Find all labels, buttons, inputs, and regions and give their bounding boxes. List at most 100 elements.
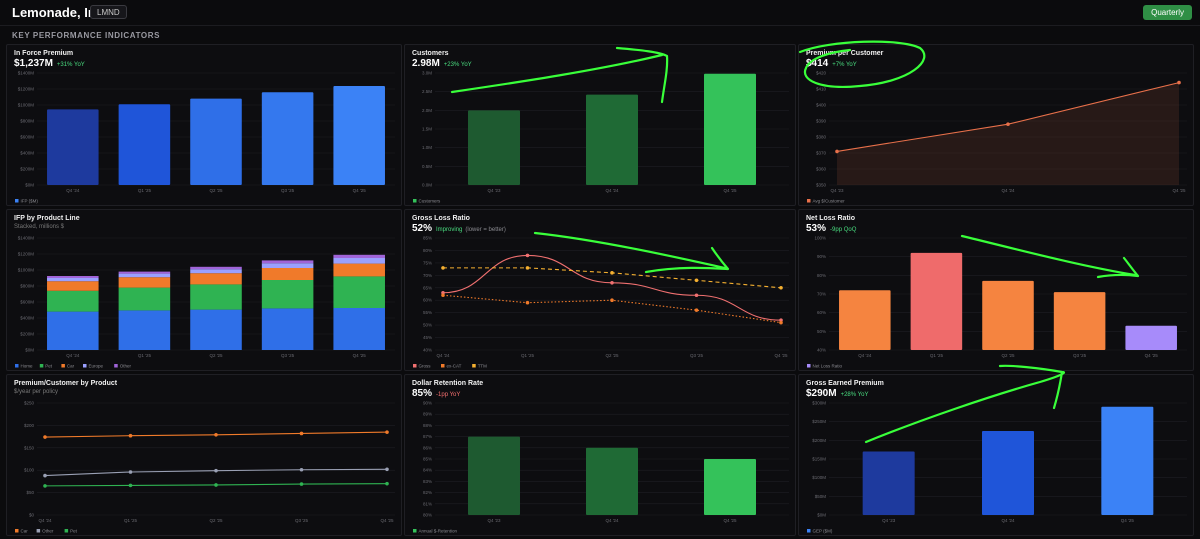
bar <box>982 431 1034 515</box>
y-tick-label: 0.0M <box>422 183 432 188</box>
bar <box>190 98 242 185</box>
stack-segment-car <box>118 277 171 288</box>
y-tick-label: 83% <box>423 479 432 484</box>
y-tick-label: 81% <box>423 501 432 506</box>
panel-dollar-retention-rate: Dollar Retention Rate 85% -1pp YoY 80% 81% 82… <box>404 374 796 536</box>
stack-segment-home <box>118 310 171 350</box>
kpi-value: 85% <box>412 388 433 399</box>
y-tick-label: $1200M <box>18 87 35 92</box>
x-tick-label: Q4 '25 <box>353 188 367 193</box>
y-tick-label: $600M <box>20 135 34 140</box>
bar <box>982 280 1034 350</box>
stack-segment-pet <box>333 276 385 308</box>
stack-segment-pet <box>118 287 171 311</box>
stack-segment-other <box>118 271 171 274</box>
y-tick-label: 75% <box>423 260 432 265</box>
x-tick-label: Q4 '25 <box>723 188 737 193</box>
panel-title: Gross Earned Premium <box>806 380 884 387</box>
y-tick-label: 40% <box>423 348 432 353</box>
y-tick-label: $1000M <box>18 268 35 273</box>
legend-label: Annual $-Retention <box>419 528 458 533</box>
x-tick-label: Q4 '25 <box>1145 353 1159 358</box>
legend-label: Europe <box>89 363 104 368</box>
chart-net-loss-ratio: 40% 50% 60% 70% 80% 90% 100% Q4 '24 Q1 '25 Q2 '25… <box>807 236 1187 368</box>
y-tick-label: 80% <box>423 248 432 253</box>
panel-subtitle: $/year per policy <box>14 389 59 395</box>
y-tick-label: $1000M <box>18 103 35 108</box>
data-point <box>441 290 445 295</box>
bar <box>586 447 638 515</box>
kpi-value: 53% <box>806 223 827 234</box>
y-tick-label: 60% <box>423 298 432 303</box>
legend-swatch <box>15 199 19 203</box>
data-point <box>299 467 304 472</box>
stack-segment-europe <box>333 258 385 264</box>
legend-label: GEP ($M) <box>813 528 833 533</box>
stack-segment-home <box>190 309 242 350</box>
legend-label: Customers <box>419 198 442 203</box>
y-tick-label: $300M <box>812 401 826 406</box>
y-tick-label: 70% <box>423 273 432 278</box>
stack-segment-europe <box>261 263 314 268</box>
bar <box>862 451 915 515</box>
x-tick-label: Q4 '23 <box>830 188 844 193</box>
bar <box>468 110 520 185</box>
stack-segment-other <box>47 276 99 278</box>
x-tick-label: Q4 '24 <box>858 353 872 358</box>
legend-swatch <box>36 529 41 533</box>
stack-segment-pet <box>261 280 314 309</box>
y-tick-label: $1400M <box>18 71 35 76</box>
y-tick-label: $380 <box>816 135 827 140</box>
panel-title: Dollar Retention Rate <box>412 380 484 387</box>
bar <box>333 86 385 185</box>
y-tick-label: $150M <box>812 457 826 462</box>
period-toggle-button[interactable]: Quarterly <box>1143 5 1192 20</box>
x-tick-label: Q4 '24 <box>38 518 52 523</box>
y-tick-label: $400M <box>20 151 34 156</box>
data-point <box>694 278 699 283</box>
x-tick-label: Q4 '25 <box>353 353 367 358</box>
y-tick-label: 70% <box>817 292 826 297</box>
x-tick-label: Q2 '25 <box>209 353 223 358</box>
data-point <box>441 293 445 298</box>
chart-gross-loss-ratio: 40% 45% 50% 55% 60% 65% 70% 75% 80% 85% Q4 '24 Q1 '… <box>413 236 789 368</box>
y-tick-label: $0M <box>25 183 34 188</box>
x-tick-label: Q4 '23 <box>487 518 501 523</box>
y-tick-label: $800M <box>20 119 34 124</box>
y-tick-label: 65% <box>423 285 432 290</box>
y-tick-label: 45% <box>423 335 432 340</box>
data-point <box>779 285 783 290</box>
x-tick-label: Q4 '24 <box>1001 518 1015 523</box>
kpi-delta: +28% YoY <box>840 392 869 398</box>
panel-title: Net Loss Ratio <box>806 215 856 222</box>
y-tick-label: 100% <box>814 236 826 241</box>
legend-label: Other <box>120 363 132 368</box>
bar <box>839 290 891 350</box>
legend-swatch <box>807 529 811 533</box>
kpi-value-row: $1,237M +31% YoY <box>14 58 85 69</box>
x-tick-label: Q3 '25 <box>295 518 309 523</box>
legend-label: Home <box>21 363 34 368</box>
data-point <box>299 482 304 486</box>
bar <box>1101 406 1154 515</box>
y-tick-label: 86% <box>423 445 432 450</box>
y-tick-label: 0.5M <box>422 164 432 169</box>
chart-premium-per-customer-by-product: $0 $50 $100 $150 $200 $250 Q4 '24 Q1 '25 Q2 '25 Q… <box>15 401 395 533</box>
y-tick-label: 2.0M <box>422 108 432 113</box>
x-tick-label: Q4 '24 <box>605 518 619 523</box>
data-point <box>835 149 839 154</box>
stack-segment-europe <box>190 269 242 274</box>
x-tick-label: Q1 '25 <box>930 353 944 358</box>
y-tick-label: $400M <box>20 316 34 321</box>
y-tick-label: 60% <box>817 310 826 315</box>
x-tick-label: Q1 '25 <box>521 353 535 358</box>
data-point <box>128 483 133 488</box>
panel-subtitle: Stacked, millions $ <box>14 224 65 230</box>
data-point <box>299 431 304 436</box>
y-tick-label: 50% <box>817 329 826 334</box>
data-point <box>385 467 389 472</box>
x-tick-label: Q3 '25 <box>1073 353 1087 358</box>
bar <box>118 104 171 185</box>
x-tick-label: Q3 '25 <box>281 353 295 358</box>
panel-net-loss-ratio: Net Loss Ratio 53% -9pp QoQ 40% 50% 60% 70% 80%… <box>798 209 1194 371</box>
